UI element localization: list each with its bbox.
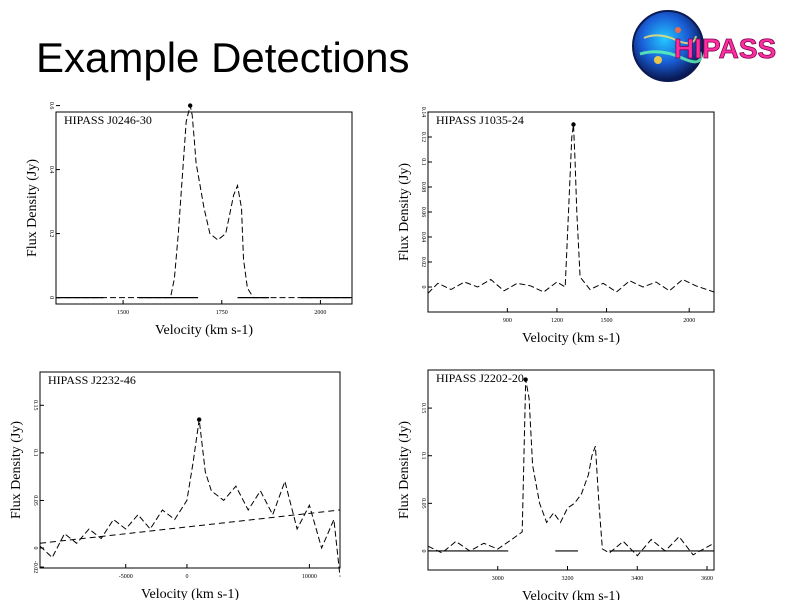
spectrum-panel-j2232: -5000 0 10000 -0.02 0 0.05 0.1 0.15 HIPASS J2232… bbox=[9, 366, 352, 600]
spectrum-panel-j0246: 1500 1750 2000 0 0.2 0.4 0.6 HIPASS J0246-30 Flu… bbox=[20, 102, 360, 348]
y-tick-label: 0.1 bbox=[32, 449, 38, 457]
x-axis-title: Velocity (km s-1) bbox=[141, 587, 239, 600]
peak-marker bbox=[196, 417, 202, 422]
plot-source-label: HIPASS J0246-30 bbox=[64, 113, 152, 127]
plot-frame bbox=[39, 371, 341, 569]
x-tick-label: -5000 bbox=[119, 574, 133, 580]
y-tick-label: 0.15 bbox=[420, 403, 426, 414]
spectrum-chart-j1035: 900 1200 1500 2000 0 0.02 0.04 0.06 0.08 0.1 0.12 0… bbox=[397, 107, 715, 346]
y-axis-title: Flux Density (Jy) bbox=[397, 421, 412, 519]
spectrum-panel-j1035: 900 1200 1500 2000 0 0.02 0.04 0.06 0.08 0.1 0.12 0… bbox=[388, 107, 718, 348]
x-tick-label: 2000 bbox=[683, 318, 695, 324]
y-tick-label: 0.2 bbox=[48, 230, 54, 238]
y-tick-label: 0.6 bbox=[48, 102, 54, 110]
x-axis-title: Velocity (km s-1) bbox=[522, 331, 620, 346]
y-tick-label: 0.06 bbox=[420, 207, 426, 218]
x-axis-title: Velocity (km s-1) bbox=[155, 323, 253, 338]
y-tick-label: 0.4 bbox=[48, 166, 54, 174]
peak-marker bbox=[571, 122, 576, 127]
plot-frame bbox=[55, 111, 353, 305]
y-tick-label: 0 bbox=[420, 286, 426, 289]
x-tick-label: 1500 bbox=[601, 318, 613, 324]
spectrum-line bbox=[39, 419, 341, 577]
x-tick-label: 3000 bbox=[492, 576, 504, 582]
y-tick-label: 0.1 bbox=[420, 158, 426, 166]
y-tick-label: 0 bbox=[32, 547, 38, 550]
logo-text: HIPASS bbox=[674, 33, 776, 64]
x-tick-label: 1200 bbox=[551, 318, 563, 324]
y-tick-label: 0 bbox=[420, 549, 426, 552]
plot-source-label: HIPASS J2232-46 bbox=[48, 373, 136, 387]
hipass-logo: HIPASS bbox=[630, 8, 778, 91]
y-axis-title: Flux Density (Jy) bbox=[9, 421, 24, 519]
plot-frame bbox=[427, 111, 715, 313]
plot-source-label: HIPASS J2202-20 bbox=[436, 371, 524, 385]
y-tick-label: 0.08 bbox=[420, 182, 426, 193]
x-tick-label: 3600 bbox=[701, 576, 713, 582]
x-tick-label: 2000 bbox=[314, 310, 326, 316]
y-tick-label: 0.02 bbox=[420, 257, 426, 268]
x-tick-label: 10000 bbox=[302, 574, 317, 580]
x-tick-label: 3400 bbox=[631, 576, 643, 582]
x-tick-label: 1750 bbox=[216, 310, 228, 316]
spectrum-line bbox=[427, 124, 715, 294]
spectrum-chart-j0246: 1500 1750 2000 0 0.2 0.4 0.6 HIPASS J0246-30 Flu… bbox=[25, 102, 353, 338]
y-tick-label: 0.15 bbox=[32, 400, 38, 411]
y-tick-label: -0.02 bbox=[32, 561, 38, 574]
y-tick-label: 0.12 bbox=[420, 132, 426, 143]
y-tick-label: 0.04 bbox=[420, 232, 426, 243]
slide-title: Example Detections bbox=[36, 34, 410, 81]
y-tick-label: 0.14 bbox=[420, 107, 426, 118]
peak-marker bbox=[523, 377, 528, 382]
x-tick-label: 1500 bbox=[117, 310, 129, 316]
x-tick-label: 0 bbox=[185, 574, 188, 580]
peak-marker bbox=[187, 103, 193, 108]
spectrum-chart-j2202: 3000 3200 3400 3600 0 0.05 0.1 0.15 HIPASS J2202… bbox=[397, 369, 715, 600]
y-tick-label: 0.05 bbox=[32, 495, 38, 506]
y-axis-title: Flux Density (Jy) bbox=[25, 159, 40, 257]
spectrum-line bbox=[56, 105, 352, 299]
x-tick-label: 900 bbox=[503, 318, 512, 324]
y-tick-label: 0 bbox=[48, 296, 54, 299]
x-tick-label: 3200 bbox=[562, 576, 574, 582]
plot-source-label: HIPASS J1035-24 bbox=[436, 113, 524, 127]
spectrum-chart-j2232: -5000 0 10000 -0.02 0 0.05 0.1 0.15 HIPASS J2232… bbox=[9, 371, 341, 600]
plot-frame bbox=[427, 369, 715, 571]
x-axis-title: Velocity (km s-1) bbox=[522, 589, 620, 600]
y-axis-title: Flux Density (Jy) bbox=[397, 163, 412, 261]
y-tick-label: 0.05 bbox=[420, 498, 426, 509]
y-tick-label: 0.1 bbox=[420, 452, 426, 460]
fit-line bbox=[39, 509, 341, 544]
spectrum-panel-j2202: 3000 3200 3400 3600 0 0.05 0.1 0.15 HIPASS J2202… bbox=[388, 366, 718, 600]
spectrum-line bbox=[427, 379, 715, 557]
